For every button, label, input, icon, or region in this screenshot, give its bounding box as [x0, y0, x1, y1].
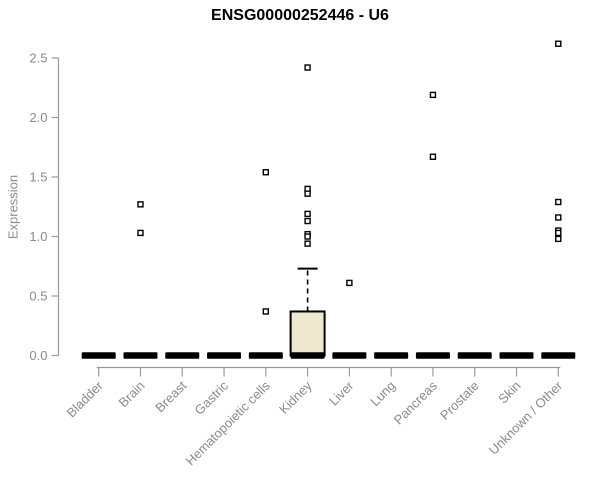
y-tick-label: 0.5: [29, 289, 47, 304]
boxplot-unknown-other: [541, 40, 576, 359]
boxplot-prostate: [457, 352, 492, 359]
x-tick-label: Bladder: [64, 378, 107, 421]
outlier-point: [304, 217, 311, 225]
boxplot-bladder: [81, 352, 116, 359]
boxplot-pancreas: [415, 91, 450, 359]
x-tick-label: Lung: [367, 378, 398, 409]
median-bar: [207, 352, 242, 359]
outlier-point: [555, 235, 562, 243]
boxplot-skin: [499, 352, 534, 359]
median-bar: [81, 352, 116, 359]
chart-title: ENSG00000252446 - U6: [211, 7, 389, 24]
x-tick-label: Prostate: [437, 378, 482, 423]
outlier-point: [304, 64, 311, 71]
y-tick-label: 1.0: [29, 229, 47, 244]
boxplot-gastric: [207, 352, 242, 359]
y-axis: 0.0 0.5 1.0 1.5 2.0 2.5: [29, 51, 60, 363]
x-tick-label: Unknown / Other: [486, 378, 566, 458]
median-bar: [415, 352, 450, 359]
outlier-point: [555, 40, 562, 47]
y-tick-label: 2.5: [29, 51, 47, 66]
median-bar: [499, 352, 534, 359]
y-tick-label: 0.0: [29, 348, 47, 363]
x-tick-label: Skin: [495, 378, 523, 406]
median-bar: [541, 352, 576, 359]
outlier-point: [555, 229, 562, 237]
x-tick-label: Brain: [116, 378, 148, 410]
x-tick-label: Gastric: [191, 378, 231, 418]
outlier-point: [555, 214, 562, 221]
median-bar: [332, 352, 367, 359]
boxplot-brain: [123, 201, 158, 359]
boxplot-hematopoietic-cells: [248, 169, 283, 359]
median-bar: [457, 352, 492, 359]
outlier-point: [304, 240, 311, 247]
x-tick-label: Pancreas: [391, 378, 441, 428]
median-bar: [123, 352, 158, 359]
outlier-point: [262, 169, 270, 176]
outlier-point: [429, 153, 437, 160]
boxplot-kidney: [289, 64, 326, 359]
boxplot-lung: [374, 352, 409, 359]
boxplot-liver: [332, 279, 367, 359]
boxplot-breast: [165, 352, 200, 359]
x-tick-label: Liver: [326, 378, 357, 409]
outlier-point: [137, 201, 144, 208]
outlier-point: [304, 190, 311, 197]
median-bar: [248, 352, 283, 359]
outlier-point: [346, 279, 353, 287]
outlier-point: [555, 198, 562, 206]
y-tick-label: 2.0: [29, 110, 47, 125]
x-tick-label: Kidney: [276, 378, 315, 417]
outlier-point: [304, 233, 311, 240]
median-bar: [165, 352, 200, 359]
x-tick-label: Breast: [152, 378, 189, 415]
box: [289, 310, 326, 357]
outlier-point: [304, 210, 311, 218]
median-bar: [290, 352, 325, 359]
median-bar: [374, 352, 409, 359]
outlier-point: [429, 91, 437, 99]
outlier-point: [137, 229, 144, 237]
outlier-point: [262, 308, 270, 315]
y-tick-label: 1.5: [29, 170, 47, 185]
